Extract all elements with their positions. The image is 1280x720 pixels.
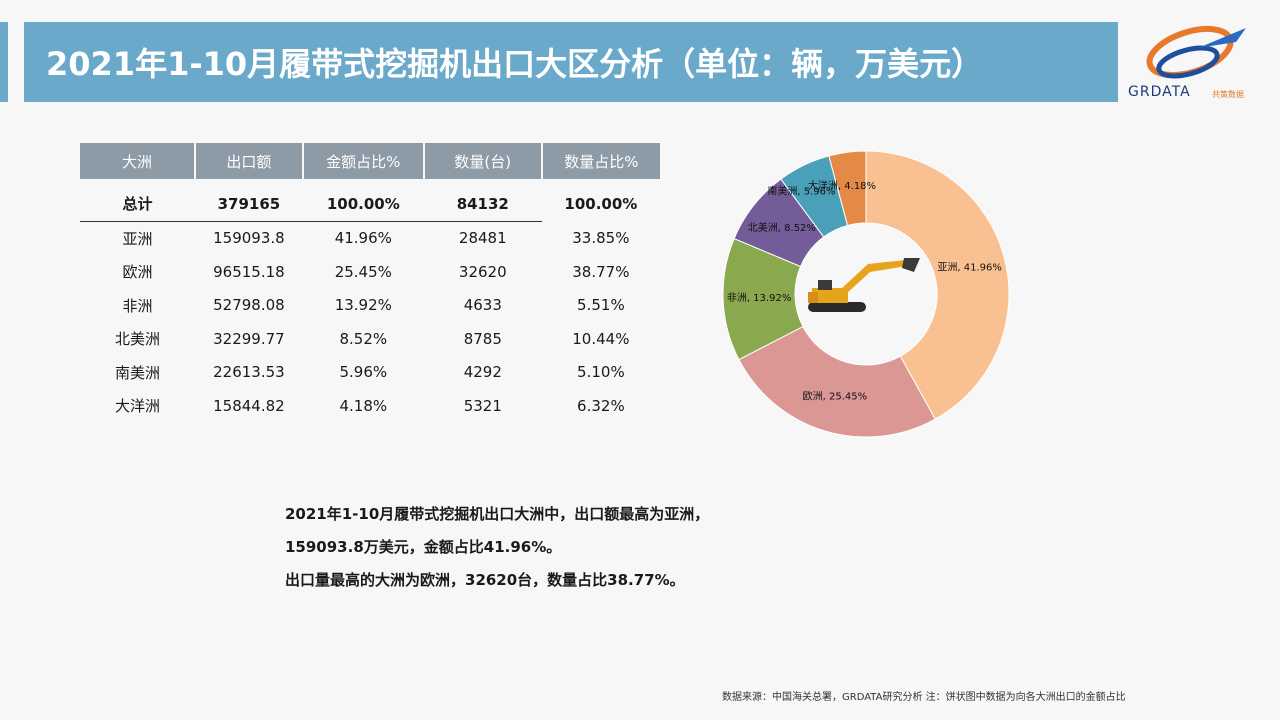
table-cell: 100.00% [564, 195, 638, 213]
title-bar: 2021年1-10月履带式挖掘机出口大区分析（单位：辆，万美元） [24, 22, 1118, 102]
export-table: 大洲 出口额 金额占比% 数量(台) 数量占比% 总计 379165 100.0… [80, 143, 660, 423]
table-row: 南美洲 22613.53 5.96% 4292 5.10% [80, 356, 660, 390]
table-cell: 10.44% [572, 329, 630, 348]
column-header: 金额占比% [302, 143, 425, 179]
column-header: 数量(台) [423, 143, 543, 179]
table-cell: 33.85% [572, 229, 630, 247]
table-cell: 4292 [463, 363, 502, 382]
table-cell: 38.77% [572, 262, 630, 281]
table-cell: 25.45% [334, 262, 392, 281]
table-cell: 5.10% [577, 363, 625, 382]
table-cell: 非洲 [122, 296, 153, 315]
table-cell: 大洋洲 [115, 397, 161, 416]
table-row: 欧洲 96515.18 25.45% 32620 38.77% [80, 255, 660, 289]
table-cell: 8785 [463, 329, 502, 348]
table-cell: 总计 [80, 187, 196, 222]
slice-label: 北美洲, 8.52% [748, 221, 816, 234]
slice-label: 非洲, 13.92% [727, 292, 792, 304]
table-cell: 5321 [463, 396, 502, 415]
table-cell: 159093.8 [213, 229, 285, 248]
table-cell: 亚洲 [122, 229, 153, 248]
summary-line: 出口量最高的大洲为欧洲，32620台，数量占比38.77%。 [285, 571, 685, 589]
summary-line: 159093.8万美元，金额占比41.96%。 [285, 538, 562, 556]
slice-label: 南美洲, 5.96% [767, 185, 835, 198]
column-header: 出口额 [195, 143, 304, 179]
table-cell: 欧洲 [122, 263, 153, 282]
table-cell: 96515.18 [213, 262, 285, 281]
table-cell: 22613.53 [213, 363, 285, 382]
slice-label: 亚洲, 41.96% [937, 261, 1002, 273]
table-header-row: 大洲 出口额 金额占比% 数量(台) 数量占比% [80, 143, 660, 179]
table-cell: 15844.82 [213, 396, 285, 415]
table-cell: 4.18% [339, 396, 388, 415]
donut-chart: 亚洲, 41.96% 欧洲, 25.45% 非洲, 13.92% 北美洲, 8.52%… [722, 150, 1010, 438]
table-row: 北美洲 32299.77 8.52% 8785 10.44% [80, 322, 660, 356]
pie-slice [828, 150, 867, 227]
table-cell: 28481 [458, 229, 507, 248]
table-row: 亚洲 159093.8 41.96% 28481 33.85% [80, 221, 660, 255]
summary-line: 2021年1-10月履带式挖掘机出口大洲中，出口额最高为亚洲， [285, 505, 710, 523]
left-accent-bar [0, 22, 8, 102]
table-cell: 6.32% [577, 396, 625, 415]
slice-label: 大洋洲, 4.18% [808, 179, 876, 192]
table-cell: 5.96% [339, 363, 388, 382]
table-cell: 13.92% [334, 296, 392, 315]
table-cell: 41.96% [334, 229, 392, 248]
table-cell: 379165 [195, 187, 303, 222]
pie-slice [865, 150, 1010, 420]
table-cell: 5.51% [577, 296, 625, 315]
grdata-logo-icon [1146, 25, 1246, 79]
logo-subtext: 共策数据 [1212, 90, 1244, 99]
table-cell: 32620 [458, 262, 507, 281]
source-note: 数据来源：中国海关总署，GRDATA研究分析 注：饼状图中数据为向各大洲出口的金… [722, 692, 1126, 703]
page-title: 2021年1-10月履带式挖掘机出口大区分析（单位：辆，万美元） [46, 45, 984, 83]
table-cell: 32299.77 [213, 329, 285, 348]
table-cell: 4633 [463, 296, 502, 315]
column-header: 数量占比% [541, 143, 660, 179]
table-cell: 84132 [423, 187, 542, 222]
table-row: 大洋洲 15844.82 4.18% 5321 6.32% [80, 389, 660, 423]
table-cell: 100.00% [302, 187, 424, 222]
summary-text: 2021年1-10月履带式挖掘机出口大洲中，出口额最高为亚洲， 159093.8… [285, 498, 709, 597]
column-header: 大洲 [80, 143, 197, 179]
excavator-icon [808, 258, 920, 312]
table-cell: 8.52% [339, 329, 388, 348]
table-cell: 南美洲 [115, 363, 161, 382]
pie-slice [738, 325, 936, 438]
table-cell: 52798.08 [213, 296, 285, 315]
slice-label: 欧洲, 25.45% [803, 390, 868, 402]
table-total-row: 总计 379165 100.00% 84132 100.00% [80, 187, 660, 222]
table-cell: 北美洲 [115, 330, 161, 349]
logo-text: GRDATA [1128, 84, 1191, 100]
table-row: 非洲 52798.08 13.92% 4633 5.51% [80, 289, 660, 323]
